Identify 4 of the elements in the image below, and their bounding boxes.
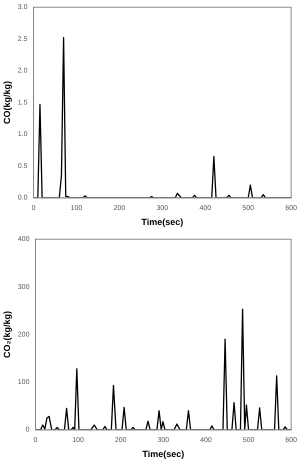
x-axis-title: Time(sec) xyxy=(142,449,184,460)
y-axis-title: CO(kg/kg) xyxy=(2,80,12,124)
y-axis-title: CO₂(kg/kg) xyxy=(2,311,12,358)
x-axis-title: Time(sec) xyxy=(141,217,184,228)
